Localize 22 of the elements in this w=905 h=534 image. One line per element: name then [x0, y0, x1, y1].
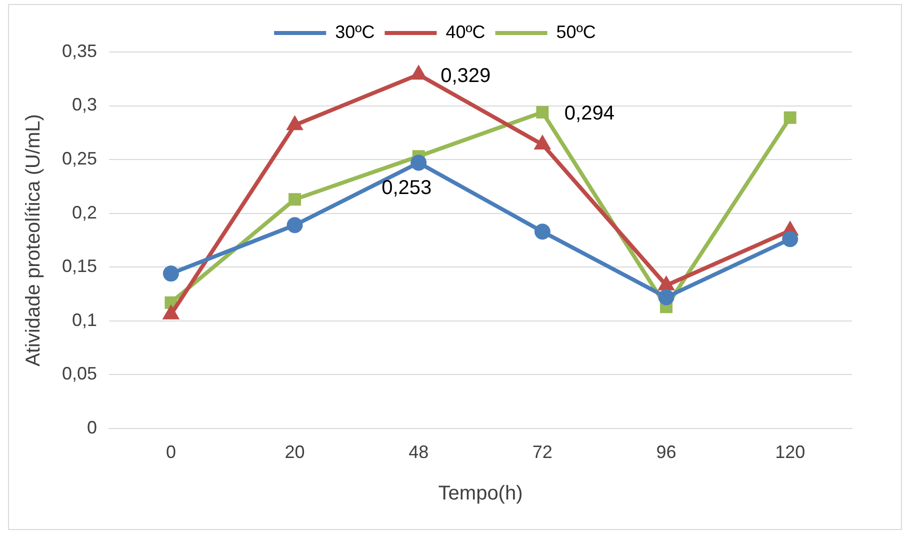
y-tick-label: 0 [87, 417, 98, 438]
legend-label: 50ºC [556, 22, 596, 42]
y-tick-label: 0,3 [72, 94, 98, 115]
data-label: 0,294 [564, 102, 614, 125]
data-label: 0,253 [382, 176, 432, 199]
y-tick-label: 0,15 [62, 256, 98, 276]
y-tick-label: 0,35 [62, 40, 98, 61]
x-tick-label: 120 [775, 442, 806, 462]
y-axis-title: Atividade proteolítica (U/mL) [22, 114, 45, 366]
x-tick-label: 0 [166, 442, 176, 462]
y-tick-label: 0,25 [62, 148, 98, 169]
data-label: 0,329 [440, 65, 491, 88]
y-tick-label: 0,05 [62, 364, 98, 384]
x-tick-label: 96 [656, 442, 676, 462]
x-axis-title: Tempo(h) [438, 482, 523, 505]
x-tick-label: 72 [532, 442, 552, 462]
x-tick-label: 48 [408, 442, 429, 462]
legend-label: 30ºC [335, 22, 375, 42]
y-tick-label: 0,1 [72, 310, 98, 330]
x-tick-label: 20 [284, 442, 305, 462]
y-tick-label: 0,2 [72, 202, 98, 222]
legend-label: 40ºC [446, 22, 486, 42]
